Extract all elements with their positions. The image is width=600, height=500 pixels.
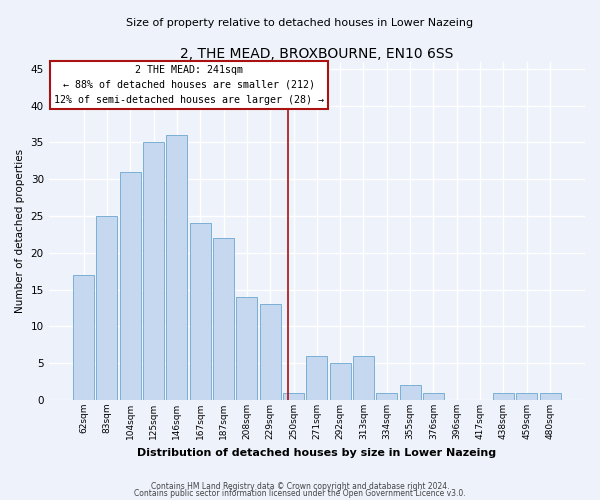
Bar — [400, 386, 421, 400]
Bar — [73, 275, 94, 400]
X-axis label: Distribution of detached houses by size in Lower Nazeing: Distribution of detached houses by size … — [137, 448, 496, 458]
Bar — [516, 392, 537, 400]
Bar — [260, 304, 281, 400]
Bar — [423, 392, 444, 400]
Bar — [353, 356, 374, 400]
Bar — [213, 238, 234, 400]
Text: Contains public sector information licensed under the Open Government Licence v3: Contains public sector information licen… — [134, 490, 466, 498]
Text: Size of property relative to detached houses in Lower Nazeing: Size of property relative to detached ho… — [127, 18, 473, 28]
Title: 2, THE MEAD, BROXBOURNE, EN10 6SS: 2, THE MEAD, BROXBOURNE, EN10 6SS — [180, 48, 454, 62]
Bar — [329, 363, 350, 400]
Bar — [97, 216, 118, 400]
Bar — [236, 297, 257, 400]
Bar — [283, 392, 304, 400]
Bar — [190, 224, 211, 400]
Bar — [143, 142, 164, 400]
Bar — [307, 356, 328, 400]
Y-axis label: Number of detached properties: Number of detached properties — [15, 148, 25, 313]
Bar — [376, 392, 397, 400]
Bar — [166, 135, 187, 400]
Bar — [120, 172, 140, 400]
Bar — [493, 392, 514, 400]
Text: Contains HM Land Registry data © Crown copyright and database right 2024.: Contains HM Land Registry data © Crown c… — [151, 482, 449, 491]
Text: 2 THE MEAD: 241sqm
← 88% of detached houses are smaller (212)
12% of semi-detach: 2 THE MEAD: 241sqm ← 88% of detached hou… — [53, 65, 323, 105]
Bar — [539, 392, 560, 400]
